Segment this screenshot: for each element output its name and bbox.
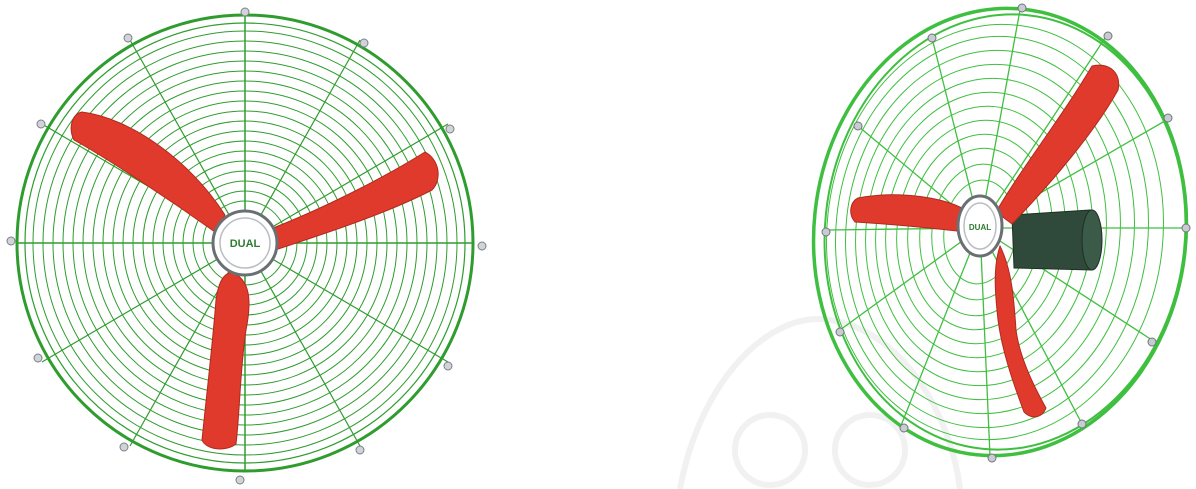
rim-bolts-angled (821, 3, 1191, 463)
fan-blades-front (70, 111, 439, 450)
hub-logo-front: DUAL (230, 238, 261, 250)
fan-blades-angled (850, 64, 1120, 418)
watermark-logo (677, 316, 963, 489)
hub-angled: DUAL (956, 194, 1004, 258)
motor-housing (1011, 209, 1103, 271)
hub-logo-angled: DUAL (969, 223, 991, 232)
rim-bolts-front (6, 7, 487, 485)
hub-front: DUAL (211, 209, 279, 277)
fan-angled-view: DUAL (811, 3, 1191, 463)
fan-front-view: DUAL (6, 7, 487, 485)
fan-guard-angled (811, 6, 1189, 458)
